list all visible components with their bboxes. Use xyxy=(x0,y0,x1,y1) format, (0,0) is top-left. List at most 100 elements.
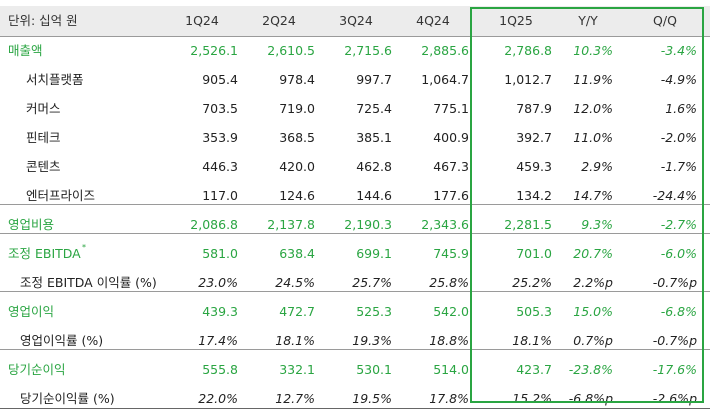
table-row-commerce: 커머스 703.5 719.0 725.4 775.1 787.9 12.0% 1.6% xyxy=(0,94,710,123)
cell-value: 22.0% xyxy=(198,391,238,406)
cell-value: 134.2 xyxy=(516,188,552,203)
table-row-revenue: 매출액 2,526.1 2,610.5 2,715.6 2,885.6 2,786.8 10… xyxy=(0,36,710,65)
cell-value: 745.9 xyxy=(433,246,469,261)
cell-value: 18.1% xyxy=(512,333,552,348)
divider xyxy=(0,349,710,350)
cell-value: 177.6 xyxy=(433,188,469,203)
cell-value: 542.0 xyxy=(433,304,469,319)
cell-value: 117.0 xyxy=(202,188,238,203)
cell-value: 514.0 xyxy=(433,362,469,377)
cell-value: -2.7% xyxy=(660,217,697,232)
row-label: 당기순이익 xyxy=(8,362,66,377)
cell-value: 25.2% xyxy=(512,275,552,290)
cell-value: 555.8 xyxy=(202,362,238,377)
cell-value: -0.7%p xyxy=(652,275,697,290)
cell-value: 2,190.3 xyxy=(344,217,392,232)
row-label: 커머스 xyxy=(26,101,61,116)
cell-value: 19.5% xyxy=(352,391,392,406)
cell-value: 2,610.5 xyxy=(267,43,315,58)
cell-value: 701.0 xyxy=(516,246,552,261)
cell-value: 353.9 xyxy=(202,130,238,145)
col-qoq: Q/Q xyxy=(653,13,677,28)
cell-value: -2.0% xyxy=(660,130,697,145)
cell-value: 0.7%p xyxy=(573,333,613,348)
cell-value: 581.0 xyxy=(202,246,238,261)
table-header: 단위: 십억 원 1Q24 2Q24 3Q24 4Q24 1Q25 Y/Y Q/… xyxy=(0,6,710,36)
row-label: 조정 EBITDA xyxy=(8,246,81,261)
cell-value: 446.3 xyxy=(202,159,238,174)
cell-value: 703.5 xyxy=(202,101,238,116)
cell-value: 124.6 xyxy=(279,188,315,203)
cell-value: -24.4% xyxy=(652,188,697,203)
cell-value: 2,715.6 xyxy=(344,43,392,58)
cell-value: 23.0% xyxy=(198,275,238,290)
cell-value: 505.3 xyxy=(516,304,552,319)
cell-value: 25.7% xyxy=(352,275,392,290)
cell-value: 17.4% xyxy=(198,333,238,348)
cell-value: 19.3% xyxy=(352,333,392,348)
table-row-opex: 영업비용 2,086.8 2,137.8 2,190.3 2,343.6 2,281.5 9… xyxy=(0,210,710,239)
cell-value: 12.7% xyxy=(275,391,315,406)
cell-value: 14.7% xyxy=(573,188,613,203)
cell-value: 2,786.8 xyxy=(504,43,552,58)
cell-value: -1.7% xyxy=(660,159,697,174)
cell-value: 15.0% xyxy=(573,304,613,319)
cell-value: 997.7 xyxy=(356,72,392,87)
cell-value: 2,086.8 xyxy=(190,217,238,232)
divider xyxy=(0,204,710,205)
cell-value: 420.0 xyxy=(279,159,315,174)
cell-value: 368.5 xyxy=(279,130,315,145)
cell-value: 462.8 xyxy=(356,159,392,174)
cell-value: 787.9 xyxy=(516,101,552,116)
row-label: 핀테크 xyxy=(26,130,61,145)
cell-value: 2,526.1 xyxy=(190,43,238,58)
row-label: 콘텐츠 xyxy=(26,159,61,174)
table-row-enterprise: 엔터프라이즈 117.0 124.6 144.6 177.6 134.2 14.7% -24.… xyxy=(0,181,710,210)
table-row-fintech: 핀테크 353.9 368.5 385.1 400.9 392.7 11.0% -2.0% xyxy=(0,123,710,152)
cell-value: 2.9% xyxy=(581,159,613,174)
bottom-border xyxy=(0,408,710,409)
cell-value: 472.7 xyxy=(279,304,315,319)
table-row-content: 콘텐츠 446.3 420.0 462.8 467.3 459.3 2.9% -1.7% xyxy=(0,152,710,181)
row-label: 당기순이익률 (%) xyxy=(20,391,115,406)
cell-value: 10.3% xyxy=(573,43,613,58)
cell-value: 25.8% xyxy=(429,275,469,290)
divider xyxy=(0,233,710,234)
cell-value: -3.4% xyxy=(660,43,697,58)
cell-value: 459.3 xyxy=(516,159,552,174)
divider xyxy=(0,291,710,292)
cell-value: 400.9 xyxy=(433,130,469,145)
cell-value: 20.7% xyxy=(573,246,613,261)
cell-value: 1,064.7 xyxy=(421,72,469,87)
cell-value: 11.0% xyxy=(573,130,613,145)
cell-value: 638.4 xyxy=(279,246,315,261)
table-row-adj-ebitda: 조정 EBITDA * 581.0 638.4 699.1 745.9 701.0 20.7%… xyxy=(0,239,710,268)
row-label: 영업이익 xyxy=(8,304,55,319)
divider xyxy=(0,36,710,37)
row-label: 영업비용 xyxy=(8,217,55,232)
cell-value: -0.7%p xyxy=(652,333,697,348)
cell-value: -17.6% xyxy=(652,362,697,377)
cell-value: 530.1 xyxy=(356,362,392,377)
cell-value: 439.3 xyxy=(202,304,238,319)
unit-label: 단위: 십억 원 xyxy=(8,13,78,28)
cell-value: 775.1 xyxy=(433,101,469,116)
cell-value: -6.0% xyxy=(660,246,697,261)
cell-value: 18.8% xyxy=(429,333,469,348)
table-row-net-income: 당기순이익 555.8 332.1 530.1 514.0 423.7 -23.8% -17.… xyxy=(0,355,710,384)
cell-value: -6.8% xyxy=(660,304,697,319)
cell-value: 467.3 xyxy=(433,159,469,174)
cell-value: 2,281.5 xyxy=(504,217,552,232)
highlight-column-bg xyxy=(470,6,710,409)
cell-value: 385.1 xyxy=(356,130,392,145)
col-1q24: 1Q24 xyxy=(185,13,219,28)
cell-value: 332.1 xyxy=(279,362,315,377)
cell-value: 144.6 xyxy=(356,188,392,203)
cell-value: 2,137.8 xyxy=(267,217,315,232)
table-row-operating-profit: 영업이익 439.3 472.7 525.3 542.0 505.3 15.0% -6.8% xyxy=(0,297,710,326)
cell-value: 392.7 xyxy=(516,130,552,145)
cell-value: 1.6% xyxy=(665,101,697,116)
cell-value: 719.0 xyxy=(279,101,315,116)
row-label: 엔터프라이즈 xyxy=(26,188,96,203)
cell-value: 17.8% xyxy=(429,391,469,406)
